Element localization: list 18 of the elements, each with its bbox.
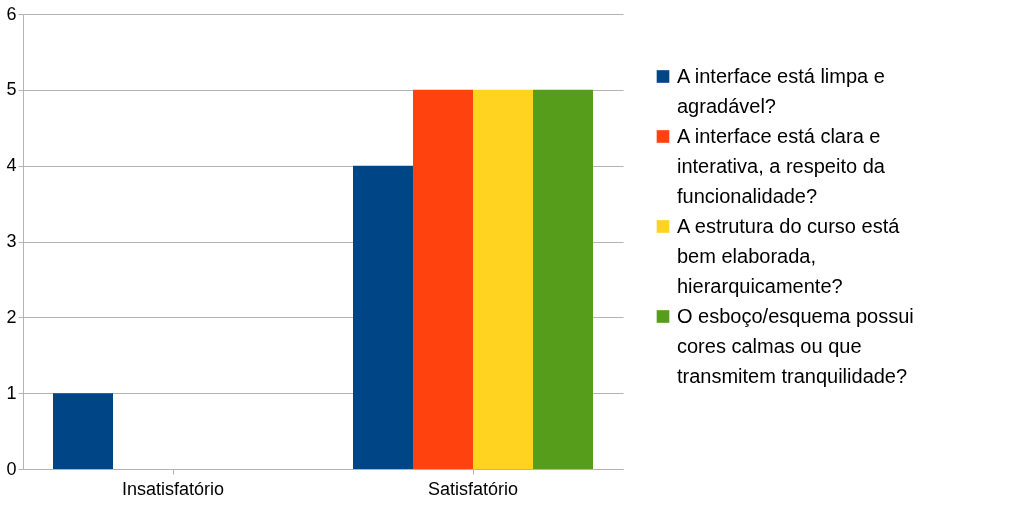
legend-label: A estrutura do curso está bem elaborada, hierarquicamente?	[677, 214, 901, 297]
y-tick-label: 0	[6, 458, 17, 479]
bar	[473, 89, 533, 469]
y-tick-label: 6	[6, 3, 17, 24]
x-tick-label: Satisfatório	[427, 478, 519, 499]
bar	[413, 89, 473, 469]
y-tick-label: 5	[6, 79, 17, 100]
legend-label: O esboço/esquema possui cores calmas ou que transmitem tranquilidade?	[677, 304, 914, 387]
legend-label: A interface está clara e interativa, a respeito da funcionalidade?	[677, 124, 886, 207]
y-tick-label: 2	[6, 306, 17, 327]
y-tick-label: 4	[6, 155, 17, 176]
y-tick-label: 3	[6, 231, 17, 251]
legend-label: A interface está limpa e agradável?	[677, 64, 885, 117]
bar	[533, 89, 593, 469]
x-tick-label: Insatisfatório	[121, 478, 225, 499]
bar	[353, 165, 413, 469]
y-tick-label: 1	[6, 382, 17, 403]
bar	[53, 393, 113, 469]
